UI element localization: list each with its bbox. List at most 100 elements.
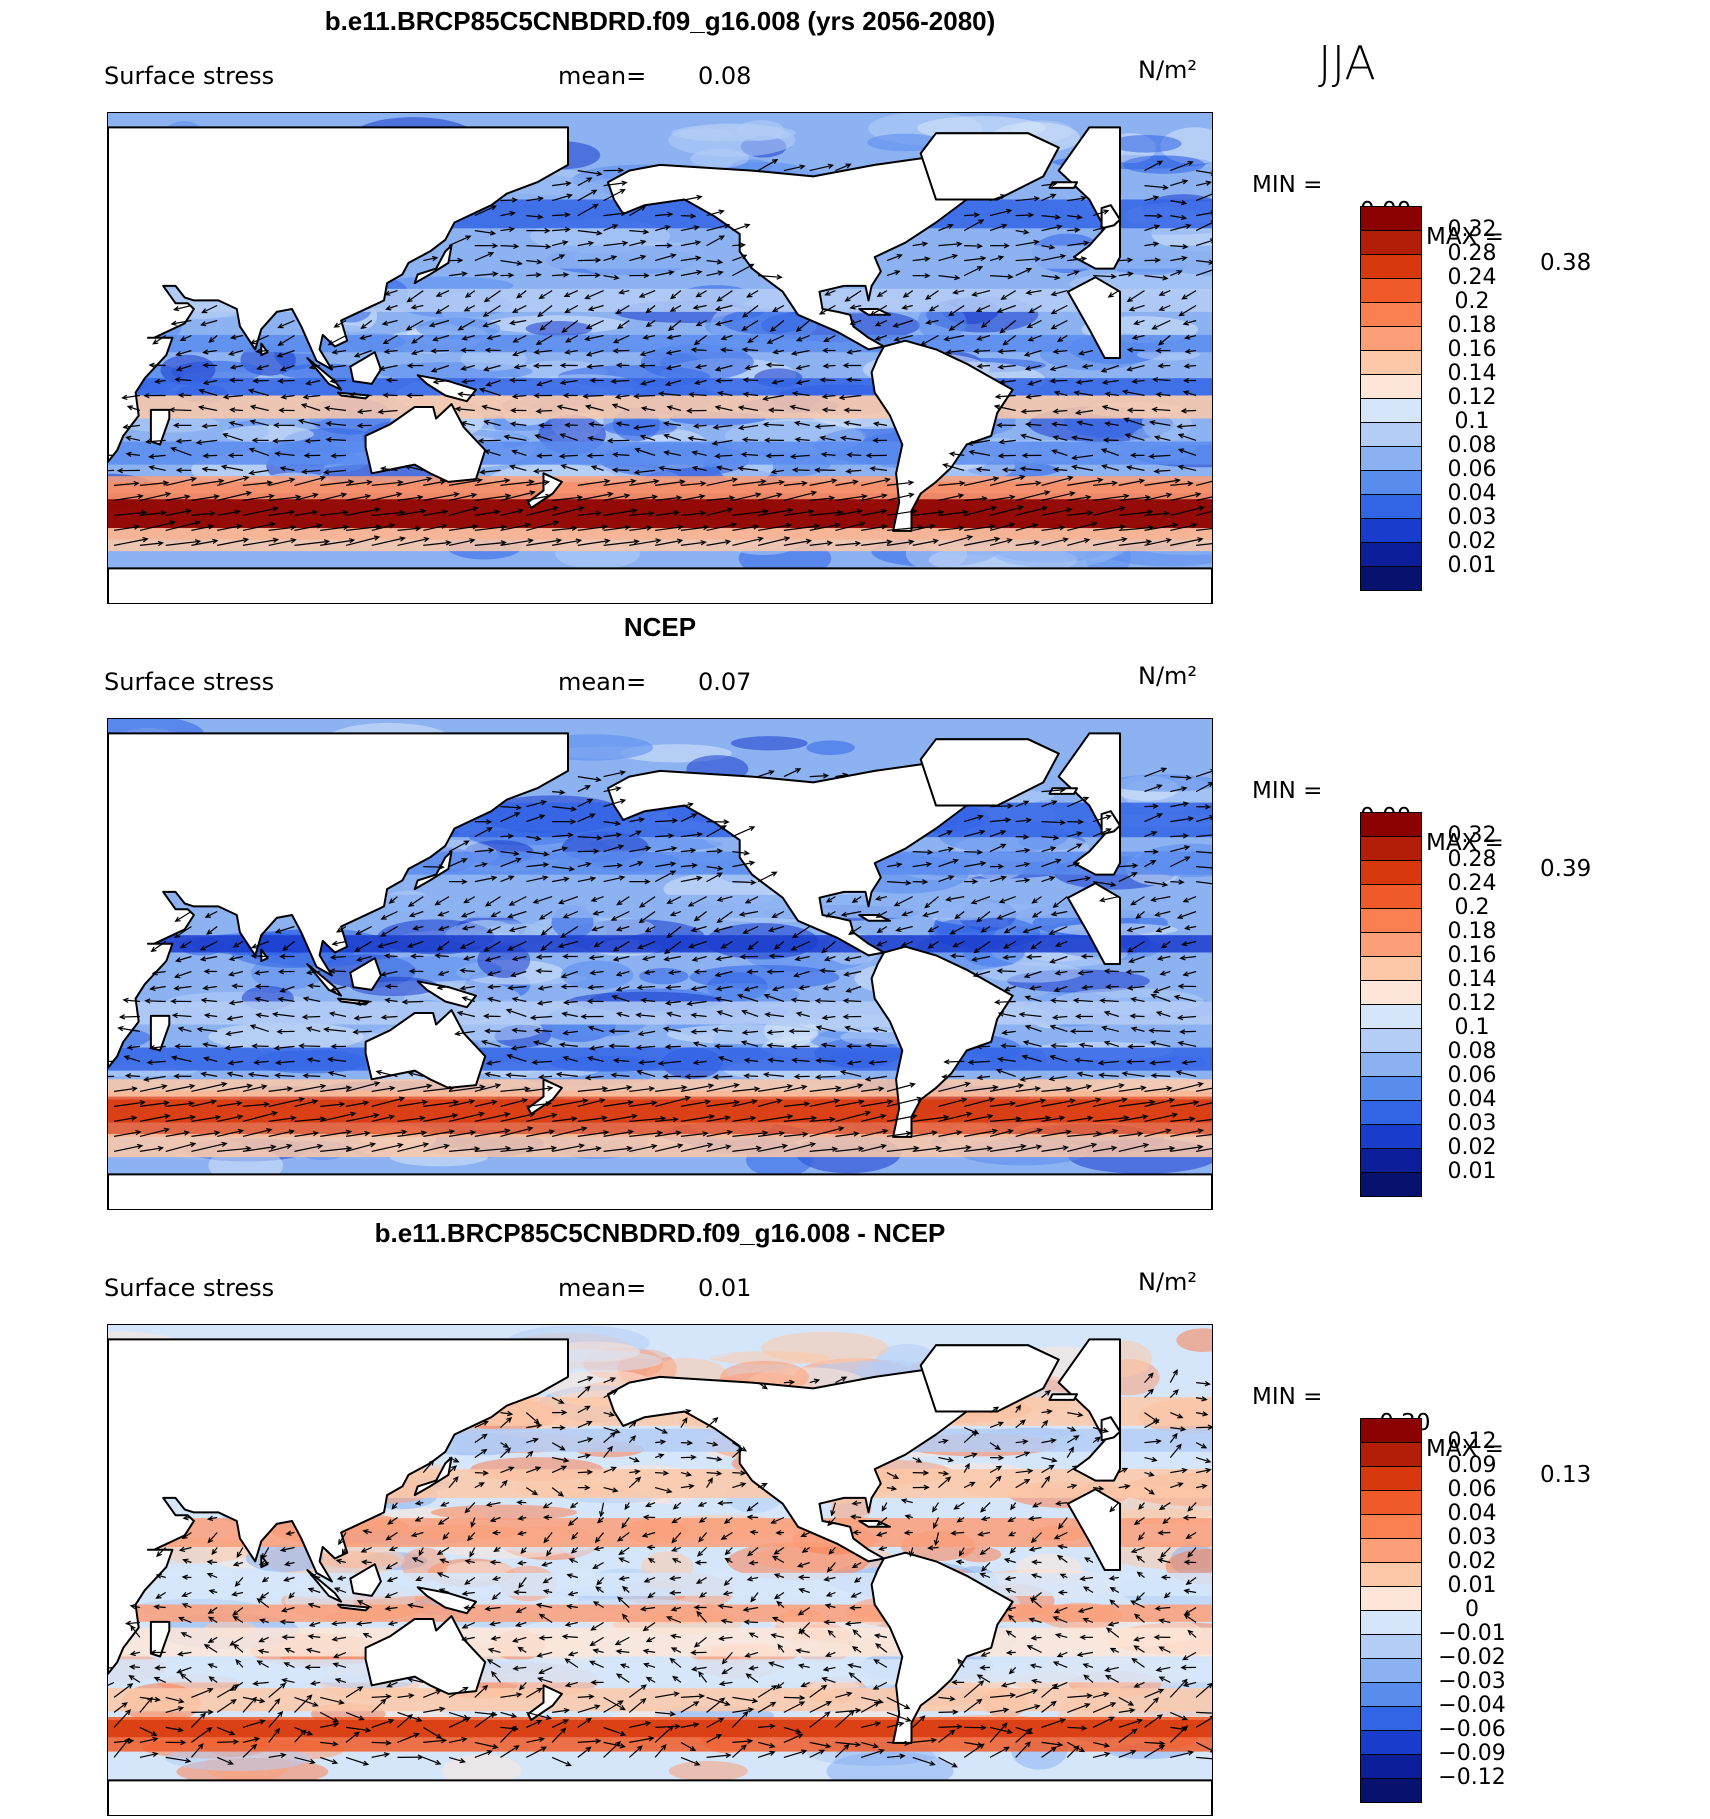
stress-arrow <box>790 1043 810 1050</box>
stress-arrow <box>1195 496 1212 501</box>
stress-arrow <box>720 334 733 341</box>
stress-arrow <box>1041 1390 1051 1399</box>
stress-arrow <box>852 1629 862 1638</box>
colorbar-swatch <box>1360 1443 1422 1467</box>
stress-arrow <box>789 404 810 412</box>
stress-arrow <box>207 1532 218 1544</box>
stress-arrow <box>963 1481 976 1489</box>
stress-arrow <box>706 522 738 531</box>
stress-arrow <box>564 334 579 343</box>
stress-arrow <box>557 896 579 905</box>
land-coastline <box>1066 1488 1121 1571</box>
stress-arrow <box>198 388 218 397</box>
stress-arrow <box>611 403 630 412</box>
stress-arrow <box>116 467 140 474</box>
stress-arrow <box>629 254 647 262</box>
stress-arrow <box>156 1547 167 1558</box>
stress-arrow <box>486 970 501 977</box>
stress-arrow <box>577 1146 602 1152</box>
stress-arrow <box>484 347 501 353</box>
stress-arrow <box>748 1632 759 1638</box>
stress-arrow <box>283 1561 295 1567</box>
stress-arrow <box>722 1590 733 1596</box>
stress-arrow <box>251 1043 269 1049</box>
stress-arrow <box>512 1665 527 1671</box>
stress-arrow <box>535 1602 553 1609</box>
field-patch <box>525 320 593 337</box>
stress-arrow <box>108 1666 115 1669</box>
stress-arrow <box>122 997 140 1004</box>
stress-arrow <box>925 319 939 325</box>
colorbar-swatch <box>1360 1077 1422 1101</box>
stress-arrow <box>1041 800 1058 808</box>
stress-arrow <box>603 770 627 778</box>
stress-arrow <box>989 1465 1003 1474</box>
stress-arrow <box>1144 510 1171 517</box>
stress-arrow <box>993 404 1016 412</box>
stress-arrow <box>757 1098 783 1107</box>
stress-arrow <box>647 1557 656 1564</box>
field-patch <box>722 308 808 335</box>
colorbar-swatch <box>1360 1029 1422 1053</box>
stress-arrow <box>861 477 891 486</box>
stress-arrow <box>178 1616 192 1624</box>
stress-arrow <box>989 843 1007 853</box>
stress-arrow <box>283 1662 295 1668</box>
stress-arrow <box>949 925 965 935</box>
stress-arrow <box>664 1000 681 1006</box>
stress-arrow <box>809 1098 841 1107</box>
stress-arrow <box>331 1636 347 1642</box>
stress-arrow <box>714 970 733 978</box>
stress-arrow <box>1028 1515 1042 1522</box>
field-patch <box>821 752 919 771</box>
stress-arrow <box>783 1749 808 1758</box>
stress-arrow <box>562 392 578 399</box>
stress-arrow <box>1183 377 1197 384</box>
panel-title: NCEP <box>623 612 697 642</box>
stress-arrow <box>1076 1651 1094 1658</box>
stress-arrow <box>615 970 630 977</box>
stress-arrow <box>900 1498 913 1504</box>
stress-arrow <box>768 407 784 413</box>
stress-arrow <box>643 1576 656 1583</box>
stress-arrow <box>268 509 296 516</box>
stress-arrow <box>305 1026 321 1032</box>
stress-arrow <box>670 290 682 300</box>
stress-arrow <box>680 1440 694 1446</box>
stress-arrow <box>809 495 836 501</box>
stress-arrow <box>615 421 630 427</box>
stress-arrow <box>629 845 652 853</box>
stress-arrow <box>551 1465 568 1474</box>
stress-arrow <box>757 1741 776 1749</box>
stress-arrow <box>768 953 784 959</box>
stress-arrow <box>716 290 733 302</box>
stress-arrow <box>268 1129 296 1137</box>
stress-arrow <box>1177 448 1197 456</box>
colorbar-tick-label: 0.28 <box>1447 847 1497 872</box>
stress-arrow <box>1195 1102 1212 1107</box>
stress-arrow <box>732 524 760 531</box>
stress-arrow <box>948 305 965 317</box>
stress-arrow <box>783 1142 817 1152</box>
stress-arrow <box>783 1084 808 1092</box>
stress-arrow <box>500 226 516 233</box>
stress-arrow <box>540 941 553 951</box>
stress-arrow <box>1130 996 1145 1003</box>
stress-arrow <box>603 1700 624 1713</box>
stress-arrow <box>206 1572 218 1579</box>
stress-arrow <box>741 347 759 353</box>
mean-label: mean= <box>558 1274 647 1302</box>
stress-arrow <box>680 1722 700 1728</box>
stress-arrow <box>716 911 733 924</box>
stress-arrow <box>148 465 166 471</box>
stress-arrow <box>294 509 319 516</box>
stress-arrow <box>448 538 476 546</box>
stress-arrow <box>130 1624 141 1638</box>
stress-arrow <box>114 493 144 501</box>
stress-arrow <box>616 1532 630 1542</box>
field-label: Surface stress <box>104 668 275 696</box>
field-band <box>108 1604 1212 1622</box>
stress-arrow <box>795 334 810 342</box>
stress-arrow <box>603 188 626 202</box>
stress-arrow <box>1148 1027 1171 1034</box>
